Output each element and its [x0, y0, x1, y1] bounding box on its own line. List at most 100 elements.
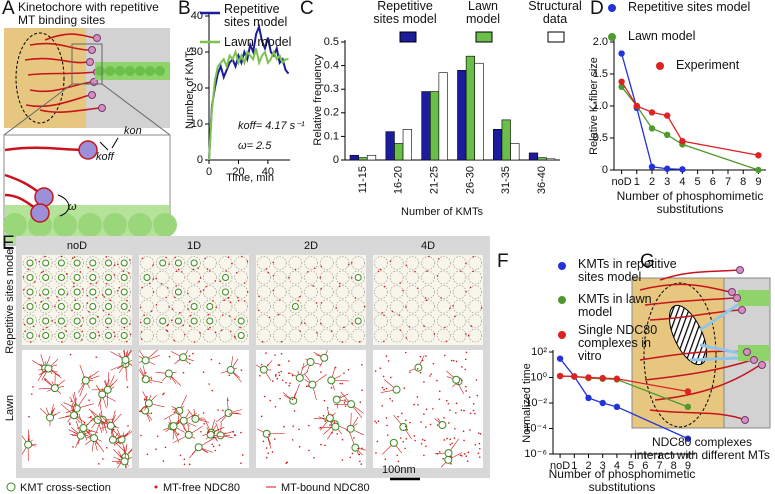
ndc80 — [379, 367, 382, 370]
kmt — [46, 413, 55, 422]
binding-site — [405, 314, 420, 328]
ndc80 — [68, 422, 71, 424]
x-tick-label: 7 — [656, 460, 662, 472]
ndc80 — [383, 285, 386, 288]
ndc80 — [472, 255, 475, 258]
ndc80 — [234, 318, 236, 320]
kmt — [452, 375, 461, 384]
ndc80 — [229, 330, 232, 333]
binding-site — [272, 256, 287, 270]
ndc80 — [102, 309, 105, 312]
kmt — [262, 429, 271, 438]
ndc80 — [381, 404, 384, 407]
y-tick-label: 0.5 — [593, 132, 608, 144]
ndc80 — [357, 447, 359, 450]
ndc80 — [227, 399, 229, 401]
ndc80 — [312, 285, 314, 287]
binding-site — [374, 314, 388, 328]
legend-text: Repetitive sites model — [628, 0, 751, 14]
kmt — [179, 416, 188, 425]
x-axis-label: Number of phosphomimetic substitutions — [548, 467, 696, 494]
kmt — [414, 363, 423, 372]
binding-site — [288, 299, 303, 314]
binding-site — [101, 270, 116, 285]
ndc80 — [401, 412, 403, 415]
ndc80 — [419, 355, 422, 358]
binding-site — [86, 299, 100, 314]
kmt — [117, 435, 126, 444]
ndc80 — [391, 400, 394, 402]
binding-site — [23, 285, 37, 299]
ndc80 — [207, 328, 210, 330]
ndc80 — [426, 270, 428, 272]
ndc80 — [214, 280, 217, 282]
ndc80 — [280, 352, 283, 355]
ndc80 — [200, 430, 202, 433]
ndc80 — [30, 393, 33, 395]
ndc80 — [259, 374, 261, 377]
ndc80 — [221, 314, 224, 316]
bar — [474, 62, 484, 161]
kmt — [190, 317, 198, 325]
ndc80 — [261, 341, 264, 343]
ndc80 — [95, 296, 97, 299]
ndc80 — [396, 454, 399, 457]
ndc80 — [405, 419, 407, 422]
x-tick-label: 2 — [585, 460, 591, 472]
ndc80 — [454, 315, 456, 318]
data-point — [679, 166, 686, 173]
ndc80 — [341, 438, 344, 441]
binding-site — [319, 270, 334, 285]
ndc80 — [409, 371, 411, 373]
binding-site — [171, 270, 186, 285]
ndc80 — [279, 397, 281, 400]
ndc80 — [174, 428, 176, 431]
ndc80 — [188, 355, 191, 357]
kmt — [120, 332, 128, 339]
ndc80 — [128, 272, 130, 274]
x-tick-label: 4 — [679, 176, 685, 188]
ndc80 — [175, 285, 178, 287]
ndc80 — [141, 257, 144, 260]
binding-site — [272, 299, 287, 314]
ndc80 — [32, 386, 34, 388]
data-point — [664, 165, 671, 172]
ndc80 — [218, 362, 221, 365]
ndc80 — [74, 299, 77, 302]
x-tick-label: noD — [612, 176, 632, 188]
binding-site — [304, 299, 318, 314]
ndc80 — [144, 372, 147, 374]
ndc80 — [420, 442, 423, 445]
binding-site — [23, 270, 37, 285]
binding-site — [436, 256, 451, 270]
binding-site — [405, 299, 420, 314]
ndc80 — [439, 450, 441, 453]
ndc80 — [265, 456, 268, 459]
ndc80 — [341, 459, 344, 461]
data-point — [684, 403, 692, 411]
series-line — [621, 81, 759, 156]
bar — [510, 143, 520, 161]
series-line — [559, 358, 689, 440]
ndc80 — [183, 458, 186, 461]
ndc80 — [166, 287, 169, 289]
kmt — [108, 435, 117, 444]
legend-text: Lawn model — [224, 35, 292, 49]
kmt — [144, 399, 153, 408]
legend-text: Experiment — [676, 58, 740, 72]
ndc80 — [331, 432, 333, 434]
ndc80 — [408, 325, 411, 328]
ndc80 — [139, 306, 142, 309]
ndc80 — [436, 379, 438, 382]
ndc80 — [214, 331, 217, 334]
kmt — [174, 317, 182, 325]
binding-site — [257, 270, 271, 285]
ndc80 — [234, 337, 236, 339]
binding-site — [218, 299, 233, 314]
binding-site — [101, 285, 116, 299]
ndc80 — [237, 296, 239, 299]
ndc80 — [405, 264, 408, 267]
binding-site — [218, 285, 233, 299]
kmt — [392, 385, 401, 394]
